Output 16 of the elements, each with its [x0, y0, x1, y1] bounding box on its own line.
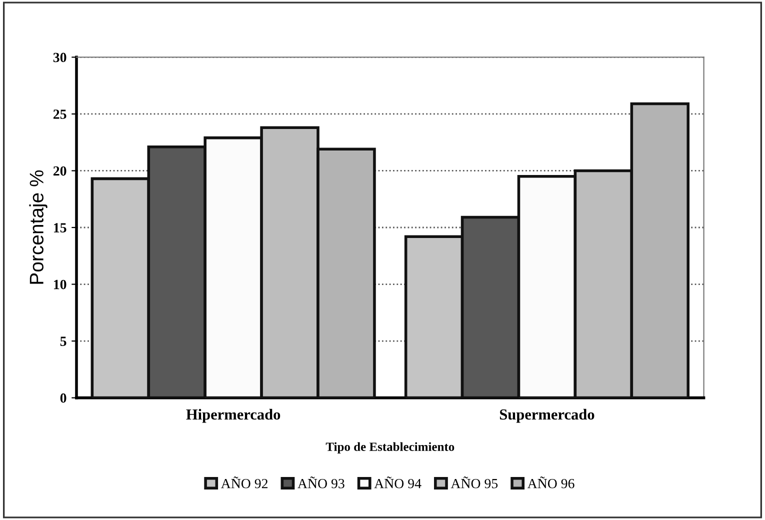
y-tick-label: 25	[53, 110, 66, 119]
y-tick-label: 5	[60, 336, 66, 346]
legend-label: AÑO 96	[527, 476, 574, 488]
y-tick-label: 0	[60, 393, 66, 403]
x-axis-title: Tipo de Establecimiento	[326, 442, 454, 454]
legend-label: AÑO 95	[450, 476, 498, 488]
y-axis-title: Porcentaje %	[29, 170, 48, 284]
legend-label: AÑO 94	[374, 476, 422, 488]
x-tick-label: Hipermercado	[186, 408, 280, 423]
x-tick-label: Supermercado	[500, 408, 594, 423]
y-tick-label: 20	[53, 166, 66, 176]
legend-label: AÑO 92	[220, 476, 268, 488]
y-tick-label: 10	[54, 280, 66, 290]
y-tick-label: 30	[53, 52, 66, 62]
y-tick-label: 15	[54, 223, 66, 232]
legend-label: AÑO 93	[298, 476, 344, 488]
